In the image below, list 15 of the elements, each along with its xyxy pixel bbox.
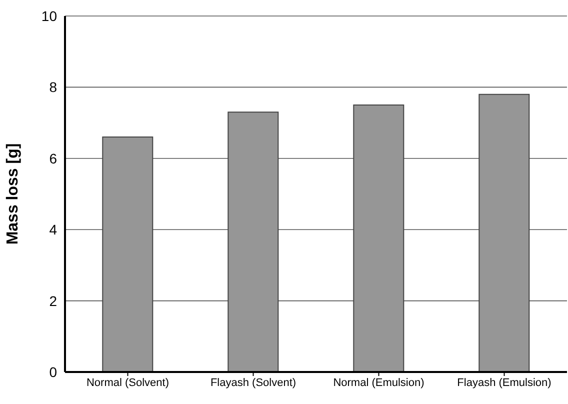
x-tick-label: Normal (Emulsion): [333, 376, 424, 389]
x-tick-label: Normal (Solvent): [86, 376, 170, 389]
bar: [478, 94, 530, 372]
y-tick-label: 6: [49, 150, 58, 166]
y-tick-label: 2: [49, 292, 58, 309]
y-tick-label: 10: [41, 8, 58, 24]
y-tick-label: 4: [49, 222, 58, 238]
bar: [353, 104, 404, 372]
bar: [102, 136, 154, 372]
y-axis-title: Mass loss [g]: [4, 143, 22, 245]
x-tick-label: Flayash (Solvent): [210, 376, 296, 389]
x-tick-label: Flayash (Emulsion): [457, 376, 552, 389]
y-tick-label: 0: [49, 364, 58, 380]
y-tick-label: 8: [49, 79, 58, 96]
bar: [228, 112, 279, 372]
